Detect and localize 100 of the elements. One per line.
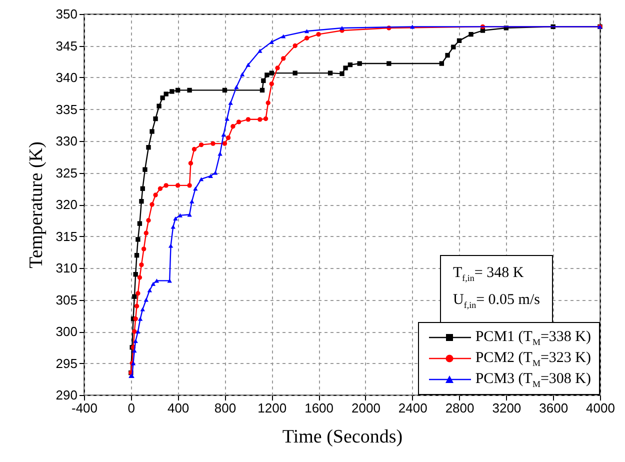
x-tick-label: 2400: [398, 400, 428, 416]
point: [134, 252, 140, 258]
point: [281, 34, 286, 38]
y-tick-label: 330: [56, 134, 78, 148]
point: [292, 43, 298, 48]
x-axis-title: Time (Seconds): [282, 426, 403, 448]
point: [140, 186, 145, 191]
point: [138, 316, 143, 321]
point: [136, 237, 140, 242]
point: [139, 198, 144, 204]
point: [316, 32, 321, 37]
point: [175, 88, 180, 93]
point: [230, 124, 236, 129]
point: [190, 199, 194, 204]
point: [456, 38, 462, 44]
point: [340, 26, 344, 30]
point: [275, 66, 280, 70]
point: [187, 183, 192, 188]
y-tick-label: 320: [56, 197, 78, 212]
point: [292, 70, 298, 76]
point: [154, 278, 160, 283]
x-tick-label: 1200: [258, 400, 287, 416]
legend-label: PCM2 (T$_{M}$=323 K): [475, 350, 591, 368]
annotation: T$_{f,in}$= 348 K: [453, 264, 525, 285]
point: [208, 174, 213, 178]
point: [164, 92, 168, 96]
point: [348, 62, 353, 68]
point: [246, 117, 251, 122]
y-tick-label: 335: [56, 102, 78, 117]
point: [222, 141, 228, 146]
point: [144, 230, 148, 236]
point: [468, 32, 474, 37]
point: [150, 129, 154, 134]
point: [213, 170, 218, 175]
point: [142, 167, 148, 172]
point: [175, 183, 180, 188]
point: [260, 88, 265, 93]
point: [221, 132, 226, 137]
point: [187, 212, 192, 217]
point: [246, 62, 251, 67]
point: [264, 72, 270, 78]
x-tick-label: 2800: [445, 400, 474, 416]
point: [328, 70, 333, 76]
point: [132, 348, 137, 353]
point: [210, 141, 216, 146]
point: [261, 78, 266, 84]
x-tick-label: 3200: [492, 400, 522, 416]
point: [236, 120, 242, 124]
point: [146, 145, 151, 150]
point: [224, 116, 230, 121]
point: [240, 72, 245, 76]
point: [266, 100, 270, 106]
y-tick-label: 325: [56, 165, 78, 180]
point: [150, 282, 156, 286]
point: [170, 224, 176, 229]
point: [136, 291, 140, 296]
point: [198, 142, 204, 148]
point: [304, 29, 310, 34]
point: [222, 88, 228, 93]
point: [340, 71, 344, 76]
point: [132, 329, 137, 334]
point: [147, 288, 152, 292]
point: [269, 40, 274, 44]
point: [144, 298, 148, 302]
point: [150, 202, 154, 207]
point: [439, 61, 444, 66]
point: [137, 275, 142, 280]
point: [228, 100, 233, 105]
x-tick-label: 4000: [586, 400, 615, 416]
point: [139, 262, 144, 268]
y-tick-label: 315: [56, 228, 78, 244]
point: [187, 88, 192, 93]
point: [136, 329, 140, 334]
point: [178, 213, 183, 218]
point: [156, 104, 162, 108]
point: [269, 82, 274, 86]
point: [137, 221, 142, 226]
y-tick-label: 350: [56, 6, 78, 22]
y-axis-title: Temperature (K): [26, 142, 47, 268]
point: [153, 116, 158, 122]
point: [198, 177, 204, 182]
point: [133, 272, 138, 277]
point: [160, 95, 165, 100]
point: [146, 218, 151, 223]
point: [158, 186, 163, 191]
point: [153, 192, 158, 198]
point: [168, 244, 174, 248]
point: [133, 338, 138, 344]
y-tick-label: 305: [56, 292, 78, 308]
point: [134, 304, 140, 308]
point: [173, 216, 178, 220]
point: [193, 186, 198, 191]
point: [226, 135, 231, 140]
legend-label: PCM1 (T$_{M}$=338 K): [475, 328, 591, 346]
point: [304, 36, 310, 40]
point: [258, 48, 262, 53]
y-tick-label: 340: [56, 70, 78, 85]
y-tick-label: 300: [56, 324, 78, 339]
point: [140, 307, 145, 312]
point: [170, 89, 174, 94]
